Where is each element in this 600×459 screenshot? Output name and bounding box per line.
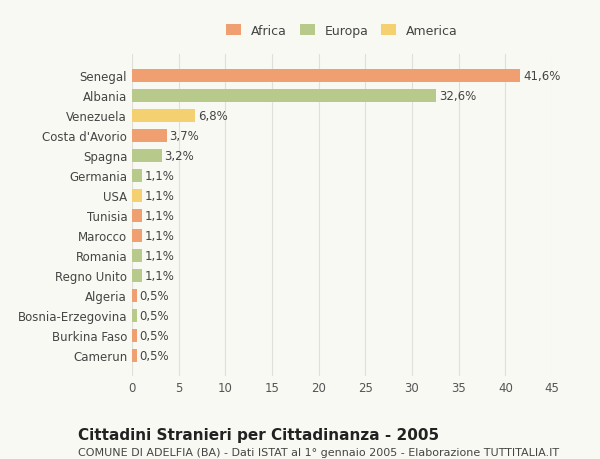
Text: 3,7%: 3,7% xyxy=(169,129,199,142)
Text: 0,5%: 0,5% xyxy=(139,329,169,342)
Legend: Africa, Europa, America: Africa, Europa, America xyxy=(221,20,463,43)
Bar xyxy=(132,349,137,362)
Text: COMUNE DI ADELFIA (BA) - Dati ISTAT al 1° gennaio 2005 - Elaborazione TUTTITALIA: COMUNE DI ADELFIA (BA) - Dati ISTAT al 1… xyxy=(78,448,559,458)
Bar xyxy=(132,329,137,342)
Text: 32,6%: 32,6% xyxy=(439,90,476,103)
Bar xyxy=(132,209,142,222)
Text: 41,6%: 41,6% xyxy=(523,70,560,83)
Bar xyxy=(132,309,137,322)
Text: 1,1%: 1,1% xyxy=(145,249,175,262)
Text: 1,1%: 1,1% xyxy=(145,169,175,182)
Text: 3,2%: 3,2% xyxy=(164,150,194,162)
Bar xyxy=(132,150,162,162)
Bar xyxy=(132,129,167,142)
Text: 6,8%: 6,8% xyxy=(198,110,228,123)
Bar xyxy=(132,169,142,182)
Text: 1,1%: 1,1% xyxy=(145,229,175,242)
Text: 0,5%: 0,5% xyxy=(139,349,169,362)
Bar xyxy=(132,189,142,202)
Bar xyxy=(132,110,196,123)
Text: Cittadini Stranieri per Cittadinanza - 2005: Cittadini Stranieri per Cittadinanza - 2… xyxy=(78,427,439,442)
Text: 0,5%: 0,5% xyxy=(139,309,169,322)
Bar xyxy=(132,90,436,102)
Bar xyxy=(132,229,142,242)
Text: 0,5%: 0,5% xyxy=(139,289,169,302)
Bar xyxy=(132,70,520,83)
Text: 1,1%: 1,1% xyxy=(145,269,175,282)
Bar xyxy=(132,269,142,282)
Text: 1,1%: 1,1% xyxy=(145,209,175,222)
Bar xyxy=(132,289,137,302)
Text: 1,1%: 1,1% xyxy=(145,189,175,202)
Bar xyxy=(132,249,142,262)
